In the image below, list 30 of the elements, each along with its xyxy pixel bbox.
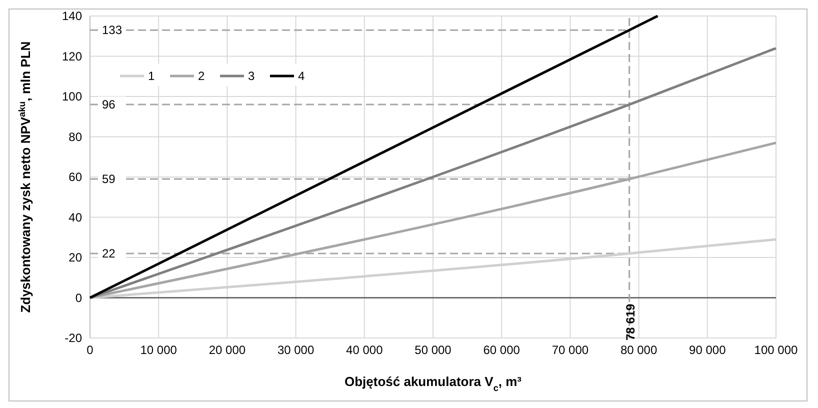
y-tick-label: 80 xyxy=(68,130,82,144)
y-tick-label: 20 xyxy=(68,250,82,264)
y-tick-label: -20 xyxy=(64,331,82,345)
y-tick-label: 60 xyxy=(68,170,82,184)
legend-label: 1 xyxy=(148,69,155,83)
y-tick-label: 120 xyxy=(62,49,82,64)
x-tick-label: 100 000 xyxy=(754,343,798,357)
x-tick-label: 90 000 xyxy=(689,343,726,357)
legend-label: 2 xyxy=(198,69,205,83)
x-tick-label: 30 000 xyxy=(277,343,314,357)
legend-label: 4 xyxy=(298,69,305,83)
x-tick-label: 80 000 xyxy=(620,343,658,357)
y-tick-label: 40 xyxy=(68,210,82,224)
x-tick-label: 20 000 xyxy=(208,343,246,357)
ref-line-label: 96 xyxy=(102,98,116,112)
x-axis-title: Objętość akumulatora V$_{c}$, m³ xyxy=(344,374,522,393)
legend-label: 3 xyxy=(248,69,255,83)
ref-line-label: 59 xyxy=(102,172,116,186)
y-tick-label: 140 xyxy=(62,9,82,23)
x-tick-label: 0 xyxy=(86,343,94,357)
x-tick-label: 60 000 xyxy=(483,343,520,357)
ref-line-label: 22 xyxy=(102,246,116,260)
y-tick-label: 100 xyxy=(62,90,82,104)
x-tick-label: 50 000 xyxy=(414,343,452,357)
x-tick-label: 40 000 xyxy=(346,343,384,357)
ref-line-label: 133 xyxy=(102,23,122,38)
ref-line-label: 78 619 xyxy=(623,303,638,340)
x-tick-label: 10 000 xyxy=(140,343,178,357)
x-tick-label: 70 000 xyxy=(552,343,589,357)
y-tick-label: 0 xyxy=(75,290,82,305)
